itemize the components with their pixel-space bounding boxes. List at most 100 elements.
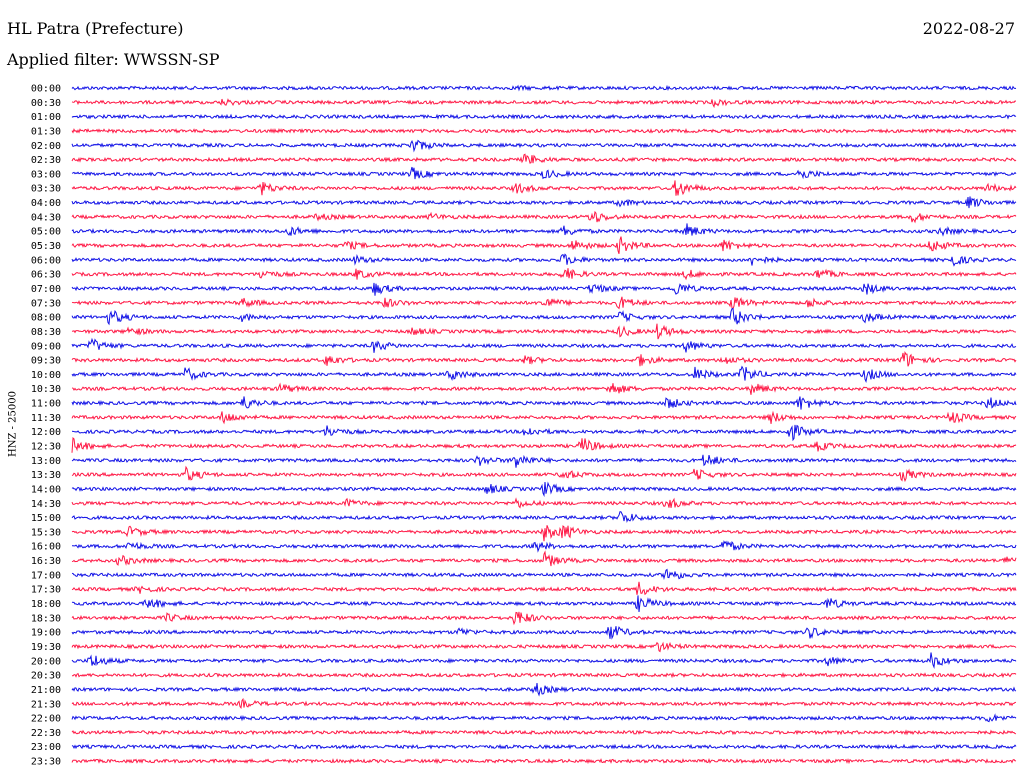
trace-line [71,550,1017,567]
trace-line [71,210,1017,224]
trace-line [71,581,1017,596]
row-time-label: 08:00 [31,313,61,324]
row-time-label: 13:00 [31,456,61,467]
trace-line [71,525,1017,542]
trace-line [71,127,1017,134]
row-time-label: 00:00 [31,84,61,95]
trace-line [71,253,1017,267]
trace-line [71,396,1017,410]
row-time-label: 14:30 [31,499,61,510]
date-label: 2022-08-27 [922,19,1015,38]
trace-line [71,511,1017,524]
trace-line [71,323,1017,340]
trace-line [71,139,1017,153]
trace-line [71,296,1017,310]
trace-line [71,223,1017,237]
row-time-label: 21:00 [31,685,61,696]
trace-line [71,113,1017,120]
row-time-label: 18:30 [31,613,61,624]
trace-line [71,626,1017,640]
trace-line [71,697,1017,710]
trace-line [71,743,1017,750]
row-time-label: 22:00 [31,714,61,725]
row-time-label: 07:30 [31,298,61,309]
row-time-label: 06:00 [31,255,61,266]
row-time-label: 03:30 [31,184,61,195]
row-time-label: 17:30 [31,585,61,596]
trace-line [71,481,1017,498]
trace-line [71,236,1017,254]
row-time-label: 12:00 [31,427,61,438]
row-time-label: 00:30 [31,98,61,109]
trace-line [71,337,1017,353]
filter-label: Applied filter: WWSSN-SP [7,50,220,69]
row-time-label: 20:00 [31,656,61,667]
row-time-label: 15:00 [31,513,61,524]
row-time-label: 07:00 [31,284,61,295]
trace-line [71,153,1017,164]
row-time-label: 12:30 [31,442,61,453]
trace-line [71,713,1017,723]
trace-line [71,641,1017,653]
row-time-label: 08:30 [31,327,61,338]
trace-line [71,166,1017,180]
row-time-label: 13:30 [31,470,61,481]
trace-line [71,757,1017,765]
trace-line [71,351,1017,367]
trace-line [71,365,1017,384]
row-time-label: 16:00 [31,542,61,553]
row-time-label: 20:30 [31,671,61,682]
trace-line [71,595,1017,613]
row-time-label: 06:30 [31,270,61,281]
row-time-label: 01:00 [31,112,61,123]
trace-line [71,683,1017,697]
trace-line [71,652,1017,669]
trace-line [71,382,1017,395]
trace-line [71,410,1017,425]
row-time-label: 19:00 [31,628,61,639]
trace-line [71,568,1017,581]
trace-line [71,282,1017,296]
trace-line [71,465,1017,483]
row-time-label: 04:30 [31,212,61,223]
trace-line [71,98,1017,109]
trace-line [71,611,1017,626]
row-time-label: 11:00 [31,399,61,410]
row-time-label: 10:30 [31,384,61,395]
row-time-label: 02:00 [31,141,61,152]
row-time-label: 19:30 [31,642,61,653]
station-title: HL Patra (Prefecture) [7,19,184,38]
row-time-label: 02:30 [31,155,61,166]
row-time-label: 14:00 [31,484,61,495]
row-time-label: 17:00 [31,570,61,581]
row-time-label: 10:00 [31,370,61,381]
row-time-label: 11:30 [31,413,61,424]
trace-line [71,180,1017,196]
row-time-label: 05:30 [31,241,61,252]
trace-line [71,454,1017,468]
trace-line [71,84,1017,92]
trace-line [72,540,1017,553]
row-time-label: 23:30 [31,757,61,768]
row-time-label: 23:00 [31,742,61,753]
row-time-label: 22:30 [31,728,61,739]
row-time-label: 09:00 [31,341,61,352]
row-time-label: 09:30 [31,356,61,367]
trace-line [71,268,1017,281]
trace-line [71,729,1017,736]
trace-line [71,424,1017,442]
row-time-label: 01:30 [31,126,61,137]
row-time-label: 03:00 [31,169,61,180]
trace-line [71,196,1017,209]
row-time-label: 16:30 [31,556,61,567]
row-time-label: 15:30 [31,527,61,538]
trace-line [71,497,1017,509]
row-time-label: 21:30 [31,699,61,710]
trace-line [71,307,1017,326]
row-time-label: 18:00 [31,599,61,610]
row-time-label: 05:00 [31,227,61,238]
trace-line [71,436,1017,453]
row-time-label: 04:00 [31,198,61,209]
trace-line [71,671,1017,679]
